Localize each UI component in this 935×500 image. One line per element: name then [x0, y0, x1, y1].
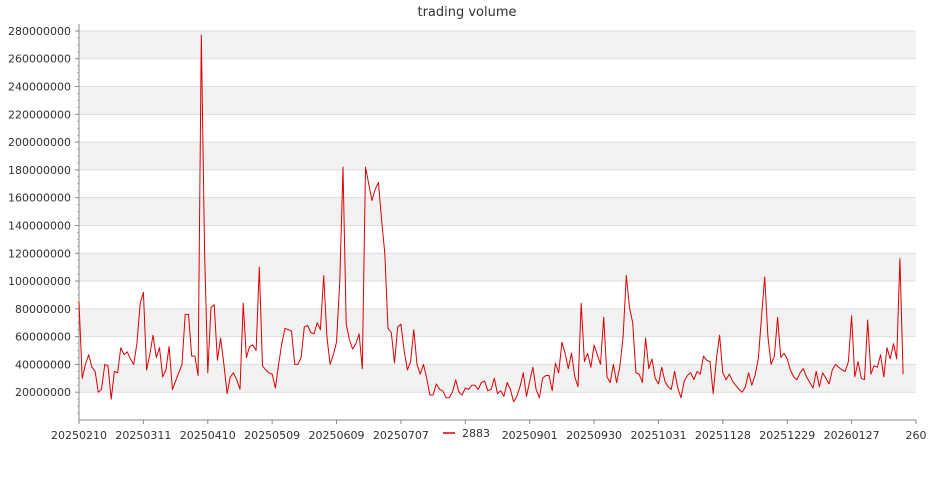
x-tick-label: 20251031	[630, 429, 686, 442]
x-tick-label: 20250210	[51, 429, 107, 442]
plot-band	[79, 364, 916, 393]
y-tick-label: 140000000	[8, 219, 71, 232]
x-axis-ticks: 20250210 20250311 20250410 20250509 20250609…	[51, 420, 927, 442]
x-tick-label: 20260127	[824, 429, 880, 442]
y-tick-label: 60000000	[15, 331, 71, 344]
plot-band	[79, 86, 916, 115]
y-tick-label: 180000000	[8, 164, 71, 177]
x-tick-label: 20251229	[759, 429, 815, 442]
x-tick-label: 20250707	[373, 429, 429, 442]
plot-band	[79, 142, 916, 170]
y-tick-label: 40000000	[15, 358, 71, 371]
y-tick-label: 160000000	[8, 192, 71, 205]
plot-band	[79, 308, 916, 337]
legend: 2883	[443, 427, 490, 440]
legend-label: 2883	[462, 427, 490, 440]
y-tick-label: 260000000	[8, 53, 71, 66]
chart-title: trading volume	[417, 5, 516, 20]
x-tick-label: 20250410	[180, 429, 236, 442]
plot-band	[79, 30, 916, 59]
grid-lines	[79, 30, 916, 393]
x-tick-label: 20250901	[502, 429, 558, 442]
y-tick-label: 240000000	[8, 81, 71, 94]
x-tick-label: 20250311	[115, 429, 171, 442]
x-tick-label: 20250609	[309, 429, 365, 442]
y-tick-label: 20000000	[15, 386, 71, 399]
y-tick-label: 120000000	[8, 247, 71, 260]
series-group	[78, 34, 904, 403]
axes	[78, 24, 916, 421]
y-tick-label: 280000000	[8, 25, 71, 38]
x-tick-label: 260	[906, 429, 927, 442]
y-tick-label: 220000000	[8, 108, 71, 121]
y-tick-label: 200000000	[8, 136, 71, 149]
x-tick-label: 20250930	[566, 429, 622, 442]
y-tick-label: 100000000	[8, 275, 71, 288]
plot-band	[79, 253, 916, 282]
plot-band	[79, 197, 916, 226]
x-tick-label: 20250509	[244, 429, 300, 442]
x-tick-label: 20251128	[695, 429, 751, 442]
plot-background-bands	[79, 30, 916, 393]
y-axis-ticks: 20000000 40000000 60000000 80000000 10000000…	[8, 25, 79, 414]
series-line	[78, 34, 904, 403]
y-tick-label: 80000000	[15, 303, 71, 316]
